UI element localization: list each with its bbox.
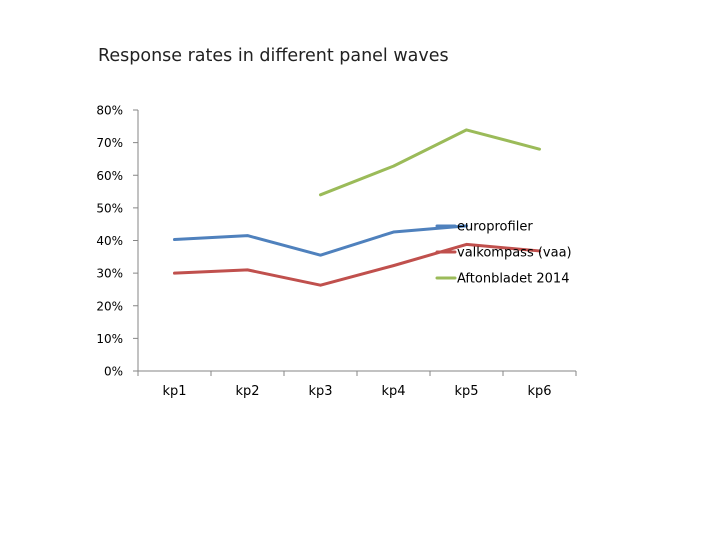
x-tick-label: kp6	[527, 384, 551, 399]
y-tick-label: 10%	[96, 332, 123, 346]
y-tick-label: 30%	[96, 267, 123, 281]
x-tick-label: kp5	[454, 384, 478, 399]
y-tick-label: 80%	[96, 104, 123, 118]
x-tick-label: kp1	[162, 384, 186, 399]
y-tick-label: 70%	[96, 136, 123, 150]
legend-label: valkompass (vaa)	[457, 246, 572, 261]
series-line	[173, 242, 541, 287]
series-3	[319, 128, 541, 197]
chart-title: Response rates in different panel waves	[98, 46, 449, 66]
series-layer	[173, 128, 541, 287]
x-tick-label: kp4	[381, 384, 405, 399]
x-tick-label: kp2	[235, 384, 259, 399]
y-tick-label: 0%	[104, 365, 123, 379]
legend-label: europrofiler	[457, 220, 533, 235]
y-tick-label: 20%	[96, 299, 123, 313]
series-line	[173, 224, 468, 257]
legend-label: Aftonbladet 2014	[457, 272, 569, 287]
legend: europrofiler valkompass (vaa) Aftonbladet …	[435, 220, 572, 287]
axes: 0% 10% 20% 30% 40% 50% 60% 70% 80% kp1 kp2 kp3 kp4 kp…	[96, 104, 577, 399]
series-2	[173, 242, 541, 287]
y-tick-label: 50%	[96, 201, 123, 215]
series-1	[173, 224, 468, 257]
y-tick-label: 60%	[96, 169, 123, 183]
x-tick-label: kp3	[308, 384, 332, 399]
y-tick-label: 40%	[96, 234, 123, 248]
series-line	[319, 128, 541, 197]
